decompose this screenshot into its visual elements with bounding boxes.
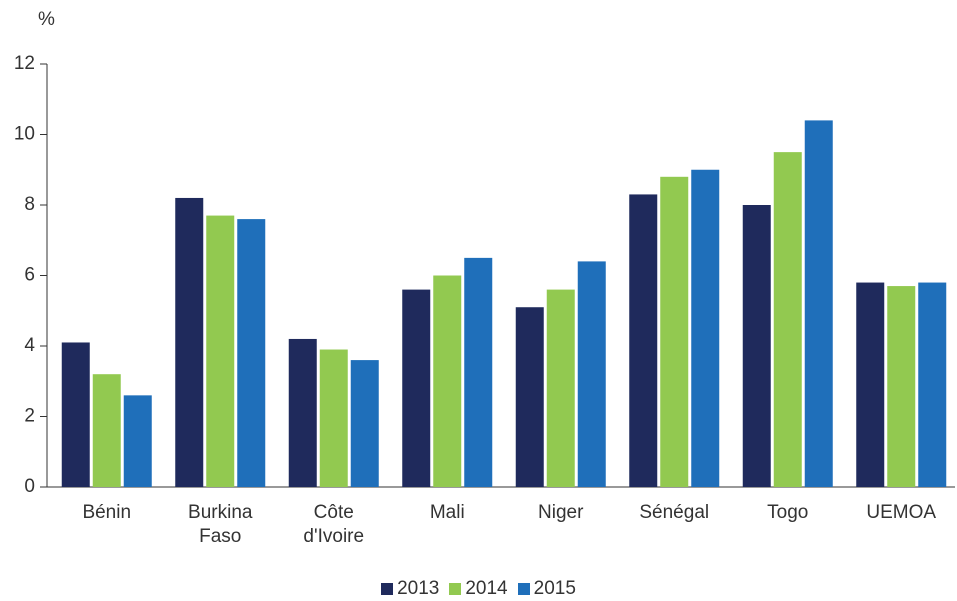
legend-swatch xyxy=(381,583,394,595)
legend-label: 2013 xyxy=(397,578,440,599)
legend-swatch xyxy=(517,583,530,595)
y-tick-label: 0 xyxy=(24,476,35,497)
x-tick-label: UEMOA xyxy=(866,502,937,523)
bar xyxy=(629,194,658,488)
bar xyxy=(856,282,885,487)
x-tick-label: Togo xyxy=(767,502,809,523)
bar xyxy=(402,289,431,487)
y-axis-label: % xyxy=(38,9,55,30)
bar xyxy=(515,307,544,487)
legend: 2013 2014 2015 xyxy=(0,578,957,600)
bar xyxy=(773,152,802,487)
y-tick-label: 12 xyxy=(14,53,35,74)
bar xyxy=(742,205,771,487)
y-tick-label: 2 xyxy=(24,406,35,427)
x-tick-label: Niger xyxy=(538,502,584,523)
bar xyxy=(237,219,266,487)
bar xyxy=(887,286,916,487)
bar xyxy=(175,197,204,487)
legend-label: 2015 xyxy=(533,578,576,599)
bar xyxy=(350,360,379,487)
bar xyxy=(288,338,317,487)
bar xyxy=(804,120,833,488)
bar xyxy=(691,169,720,487)
x-tick-label: Bénin xyxy=(82,502,132,523)
bar xyxy=(464,257,493,487)
x-tick-label: Côte d'Ivoire xyxy=(303,502,365,547)
x-tick-label: Sénégal xyxy=(639,502,710,523)
y-tick-label: 8 xyxy=(24,194,35,215)
legend-item: 2015 xyxy=(517,578,576,600)
y-tick-label: 10 xyxy=(14,124,35,145)
legend-label: 2014 xyxy=(465,578,508,599)
bar xyxy=(319,349,348,487)
y-tick-label: 6 xyxy=(24,265,35,286)
legend-item: 2014 xyxy=(449,578,508,600)
bar xyxy=(433,275,462,487)
x-tick-label: Mali xyxy=(429,502,465,523)
bar xyxy=(61,342,90,487)
bar xyxy=(577,261,606,487)
bar xyxy=(918,282,947,487)
legend-item: 2013 xyxy=(381,578,439,600)
bar xyxy=(123,395,152,487)
y-tick-label: 4 xyxy=(24,335,35,356)
bar xyxy=(206,215,235,487)
x-tick-label: Burkina Faso xyxy=(188,502,253,547)
bar xyxy=(546,289,575,487)
legend-swatch xyxy=(449,583,462,595)
bar xyxy=(660,176,689,488)
bar xyxy=(92,374,121,487)
